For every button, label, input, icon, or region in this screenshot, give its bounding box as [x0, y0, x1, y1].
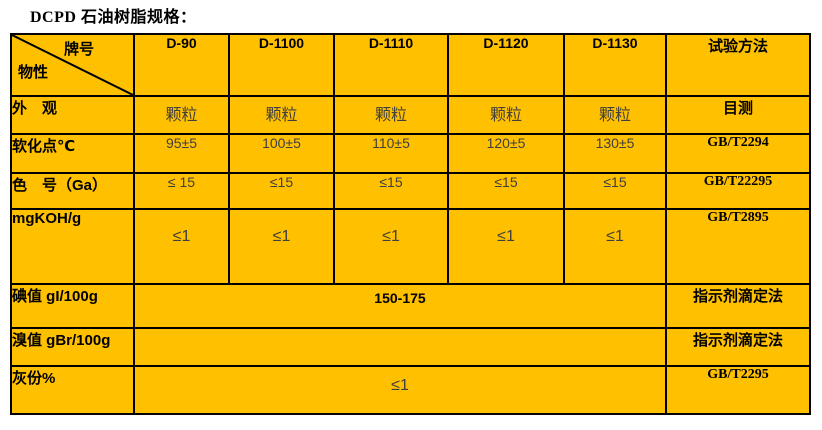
cell-merged-value [133, 327, 667, 367]
cell-merged-value: ≤1 [133, 365, 667, 415]
cell-value: 130±5 [563, 133, 667, 174]
table-row-bromine-value: 溴值 gBr/100g 指示剂滴定法 [10, 327, 811, 367]
column-header-d1120: D-1120 [447, 33, 565, 97]
table-row-iodine-value: 碘值 gI/100g 150-175 指示剂滴定法 [10, 283, 811, 329]
cell-value: ≤1 [447, 208, 565, 285]
cell-method: GB/T2895 [665, 208, 811, 285]
row-label: 碘值 gI/100g [10, 283, 135, 329]
cell-method: GB/T2295 [665, 365, 811, 415]
cell-value: ≤1 [133, 208, 230, 285]
cell-value: 95±5 [133, 133, 230, 174]
cell-method: 指示剂滴定法 [665, 327, 811, 367]
cell-value: ≤1 [228, 208, 335, 285]
diagonal-divider [12, 35, 133, 95]
page-title: DCPD 石油树脂规格： [30, 9, 197, 26]
cell-value: 颗粒 [333, 95, 449, 135]
cell-value: ≤15 [333, 172, 449, 210]
cell-value: ≤1 [563, 208, 667, 285]
cell-value: 颗粒 [133, 95, 230, 135]
table-row-ash: 灰份% ≤1 GB/T2295 [10, 365, 811, 415]
column-header-d90: D-90 [133, 33, 230, 97]
cell-value: ≤15 [228, 172, 335, 210]
table-row-appearance: 外 观 颗粒 颗粒 颗粒 颗粒 颗粒 目测 [10, 95, 811, 135]
corner-cell: 牌号 物性 [10, 33, 135, 97]
row-label: 溴值 gBr/100g [10, 327, 135, 367]
cell-method: GB/T2294 [665, 133, 811, 174]
table-row-color-number: 色 号（Ga） ≤ 15 ≤15 ≤15 ≤15 ≤15 GB/T22295 [10, 172, 811, 210]
cell-value: ≤1 [333, 208, 449, 285]
cell-value: ≤ 15 [133, 172, 230, 210]
table-row-softening-point: 软化点℃ 95±5 100±5 110±5 120±5 130±5 GB/T22… [10, 133, 811, 174]
cell-method: 目测 [665, 95, 811, 135]
cell-value: ≤15 [563, 172, 667, 210]
cell-value: 颗粒 [447, 95, 565, 135]
cell-merged-value: 150-175 [133, 283, 667, 329]
cell-value: ≤15 [447, 172, 565, 210]
row-label: mgKOH/g [10, 208, 135, 285]
table-row-acid-value: mgKOH/g ≤1 ≤1 ≤1 ≤1 ≤1 GB/T2895 [10, 208, 811, 285]
cell-method: 指示剂滴定法 [665, 283, 811, 329]
cell-value: 110±5 [333, 133, 449, 174]
column-header-d1110: D-1110 [333, 33, 449, 97]
row-label: 外 观 [10, 95, 135, 135]
spec-table: 牌号 物性 D-90 D-1100 D-1110 D-1120 D-1130 试… [10, 33, 811, 415]
cell-value: 120±5 [447, 133, 565, 174]
cell-value: 颗粒 [563, 95, 667, 135]
cell-method: GB/T22295 [665, 172, 811, 210]
row-label: 灰份% [10, 365, 135, 415]
corner-label-brand: 牌号 [64, 41, 95, 58]
cell-value: 100±5 [228, 133, 335, 174]
column-header-d1130: D-1130 [563, 33, 667, 97]
row-label: 软化点℃ [10, 133, 135, 174]
column-header-test-method: 试验方法 [665, 33, 811, 97]
header-row: 牌号 物性 D-90 D-1100 D-1110 D-1120 D-1130 试… [10, 33, 811, 97]
corner-label-property: 物性 [18, 64, 49, 81]
cell-value: 颗粒 [228, 95, 335, 135]
column-header-d1100: D-1100 [228, 33, 335, 97]
row-label: 色 号（Ga） [10, 172, 135, 210]
